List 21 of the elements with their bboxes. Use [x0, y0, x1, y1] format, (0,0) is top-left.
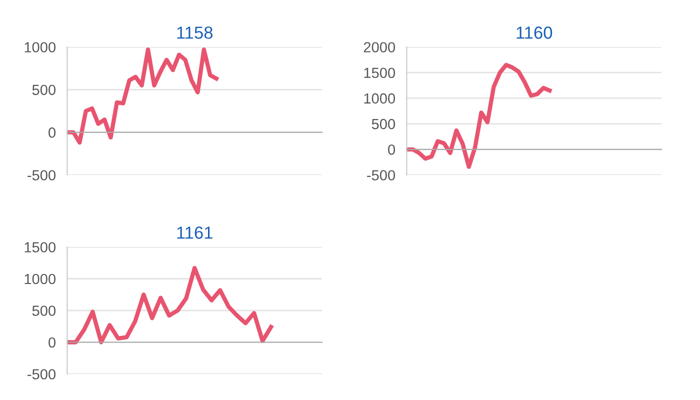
- y-tick-label: 1500: [364, 68, 396, 78]
- y-tick-label: -500: [28, 170, 56, 180]
- y-tick-label: 500: [32, 84, 56, 96]
- y-tick-label: 1000: [24, 274, 56, 284]
- chart-title: 1160: [516, 26, 552, 39]
- y-tick-label: -500: [367, 170, 396, 180]
- y-tick-label: 0: [48, 127, 56, 138]
- y-tick-label: 2000: [364, 42, 396, 52]
- chart-title: 1158: [177, 26, 213, 39]
- line-series: [67, 47, 218, 145]
- y-tick-label: 1000: [364, 93, 396, 104]
- y-tick-label: 0: [388, 144, 396, 155]
- y-tick-label: 1500: [24, 242, 56, 252]
- y-tick-label: 0: [48, 337, 56, 348]
- y-tick-label: 1000: [24, 42, 56, 52]
- y-tick-label: 500: [32, 306, 56, 316]
- line-series: [67, 266, 274, 344]
- y-tick-label: -500: [28, 369, 56, 380]
- y-tick-label: 500: [372, 118, 396, 130]
- line-series: [406, 62, 552, 169]
- chart-title: 1161: [177, 226, 212, 239]
